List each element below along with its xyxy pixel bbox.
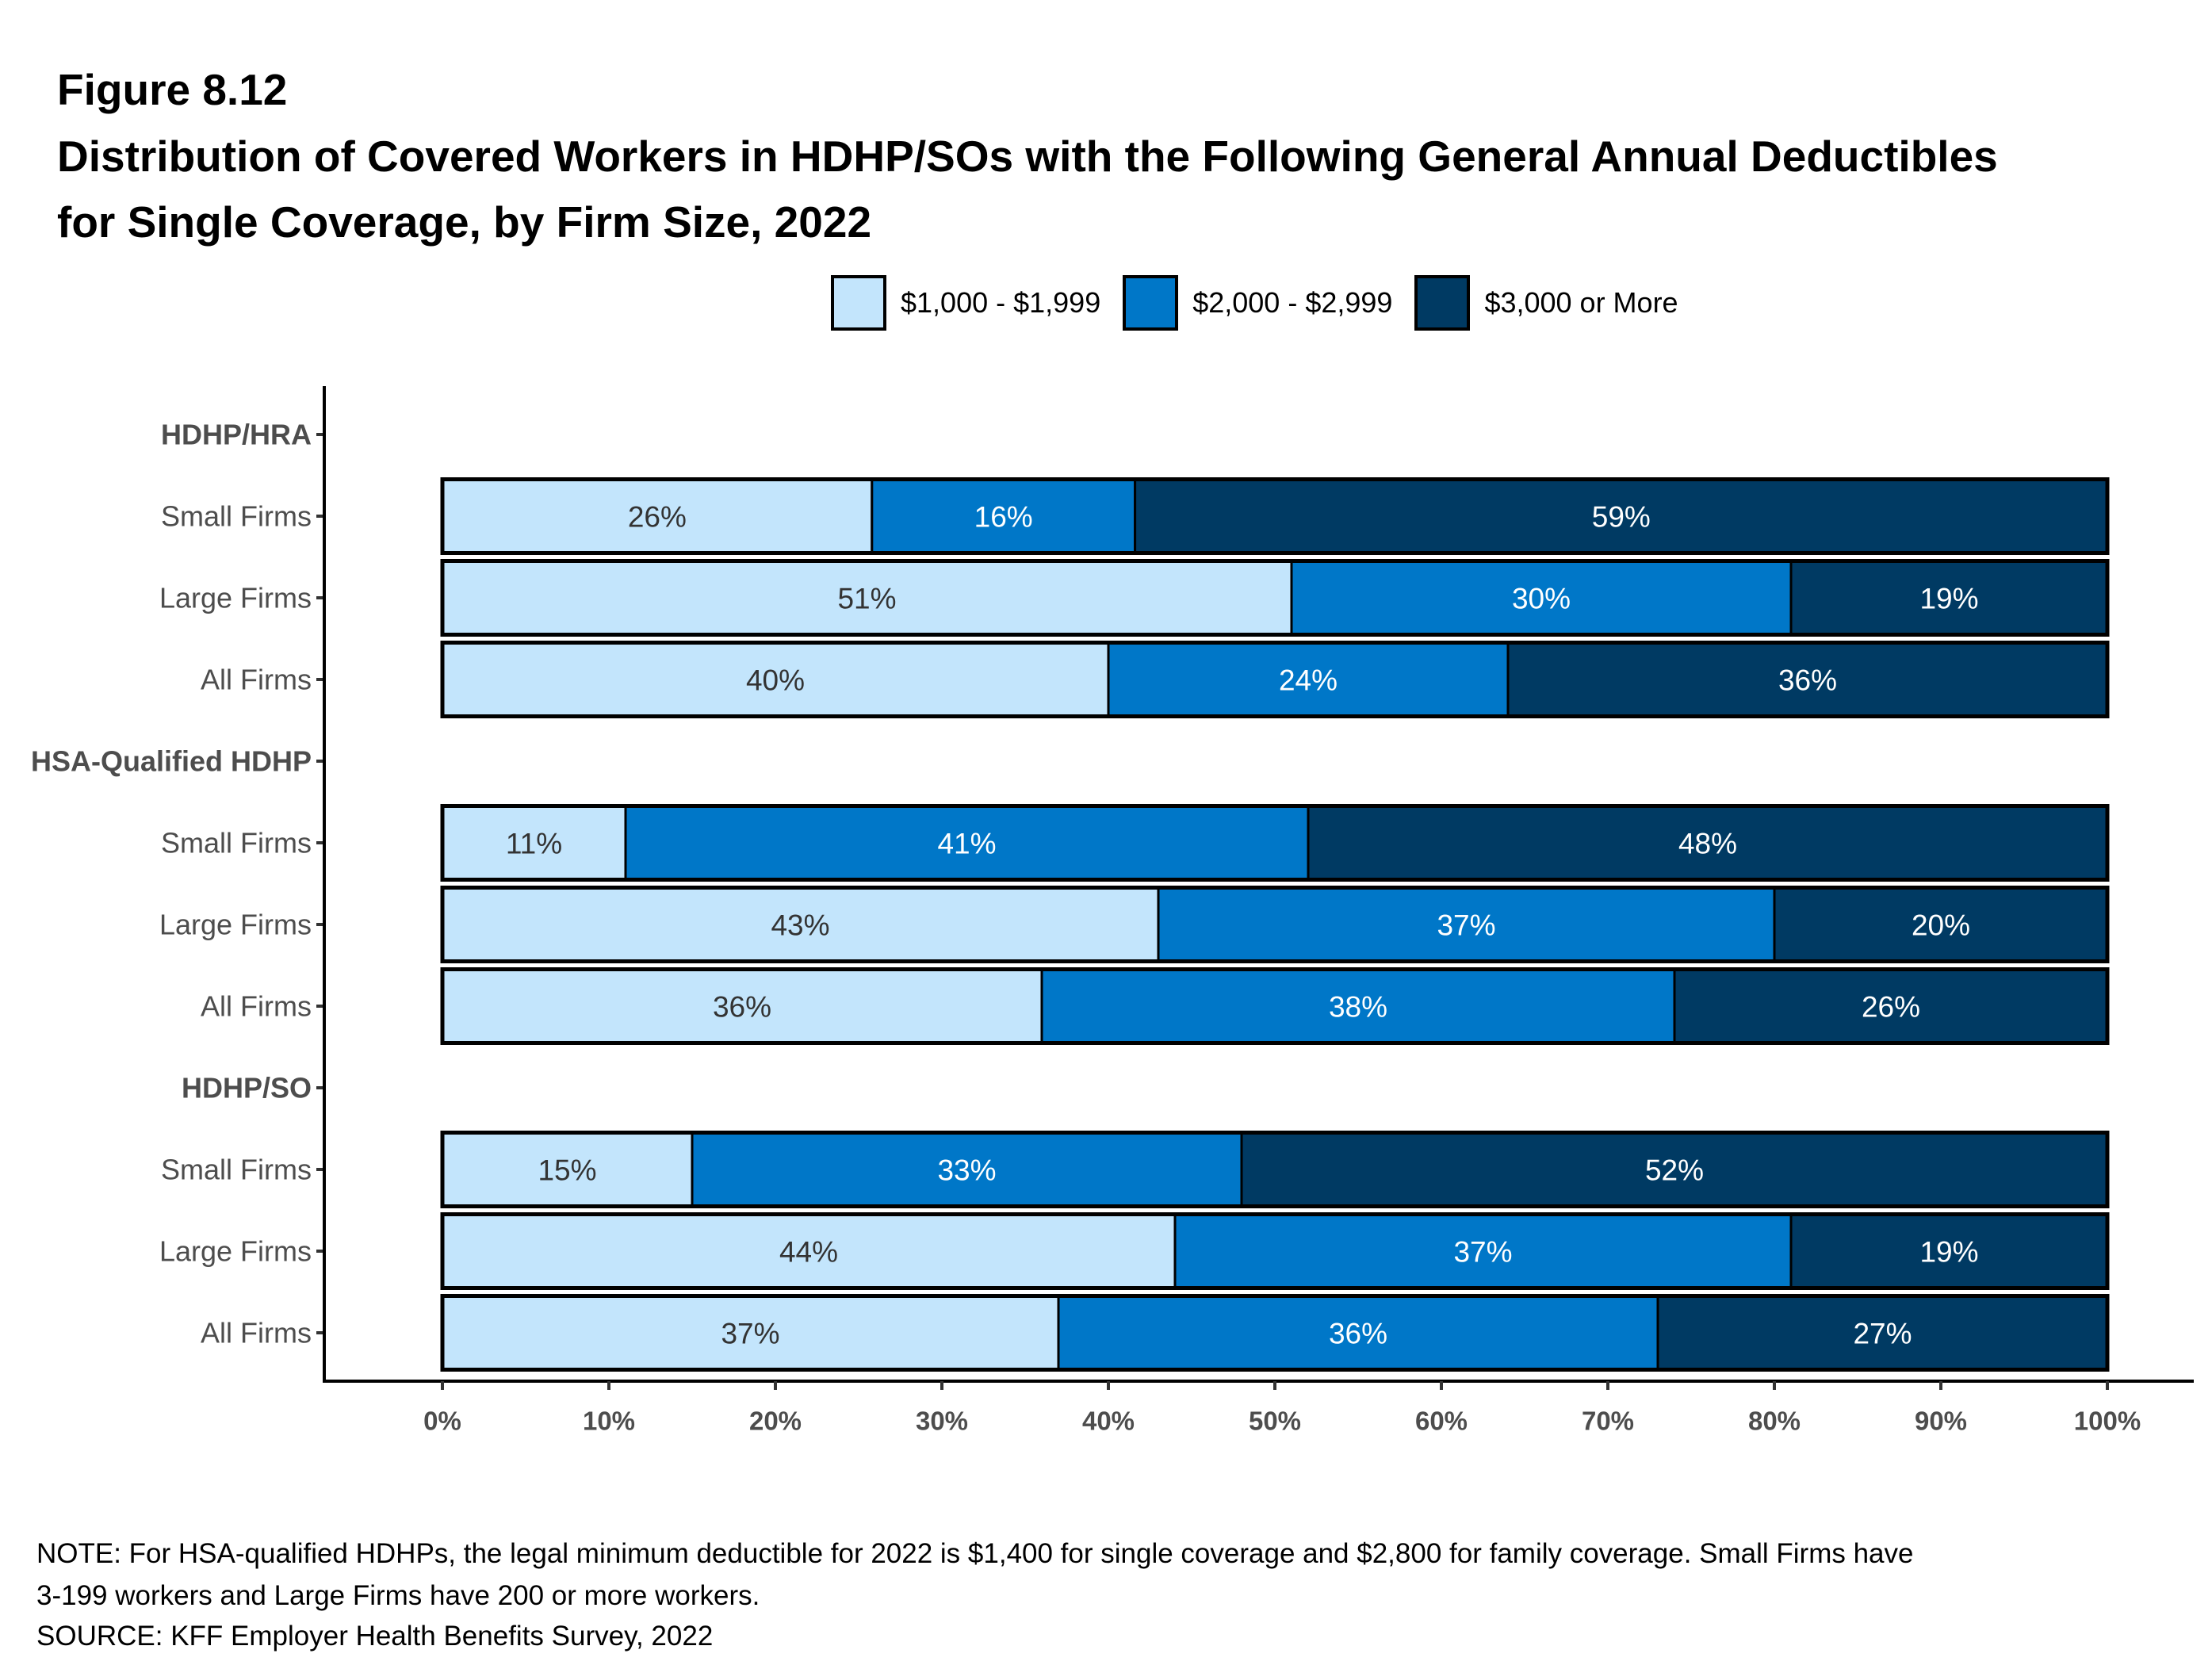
data-label: 59% [1592,501,1651,534]
data-label: 48% [1678,828,1737,860]
data-label: 36% [1329,1318,1387,1350]
legend-label: $1,000 - $1,999 [901,286,1101,319]
data-label: 37% [1437,909,1495,942]
data-label: 15% [538,1154,596,1187]
bar-outline [440,1131,2110,1208]
bar-outline [440,1212,2110,1290]
chart-title-line-2: for Single Coverage, by Firm Size, 2022 [57,197,872,247]
data-label: 36% [713,991,771,1024]
data-label: 19% [1919,583,1978,615]
data-label: 11% [506,828,562,860]
legend-label: $2,000 - $2,999 [1192,286,1393,319]
y-category-label: Large Firms [159,582,312,614]
legend-swatch [1414,275,1471,331]
x-tick-label: 80% [1748,1407,1801,1436]
bar-segment [441,968,1043,1044]
bar-segment [1240,1131,2109,1208]
data-label: 36% [1778,664,1837,697]
data-label: 20% [1912,909,1970,942]
data-label: 52% [1645,1154,1704,1187]
bar-segment [1789,560,2109,636]
y-group-label: HDHP/SO [182,1072,312,1104]
x-tick-label: 60% [1415,1407,1468,1436]
source-line: SOURCE: KFF Employer Health Benefits Sur… [36,1621,714,1652]
data-label: 16% [974,501,1033,534]
x-tick-label: 90% [1915,1407,1967,1436]
y-category-label: Small Firms [161,500,312,533]
y-category-label: Large Firms [159,909,312,941]
x-tick-label: 100% [2074,1407,2141,1436]
bar-outline [440,886,2110,963]
note-line: 3-199 workers and Large Firms have 200 o… [36,1580,760,1611]
data-label: 37% [1453,1236,1512,1269]
data-label: 44% [779,1236,838,1269]
bar-segment [1173,1213,1793,1289]
y-category-label: All Firms [201,1317,312,1349]
data-label: 27% [1853,1318,1912,1350]
y-category-label: All Firms [201,664,312,696]
bar-segment [1656,1295,2109,1371]
bar-outline [440,1294,2110,1372]
legend-item-2000-2999: $2,000 - $2,999 [1123,275,1392,331]
figure-number: Figure 8.12 [57,65,288,114]
data-label: 26% [628,501,687,534]
data-label: 51% [837,583,896,615]
data-label: 19% [1919,1236,1978,1269]
data-label: 26% [1862,991,1920,1024]
data-label: 37% [721,1318,779,1350]
bar-segment [1307,805,2109,881]
y-group-label: HSA-Qualified HDHP [31,745,312,778]
note-line: NOTE: For HSA-qualified HDHPs, the legal… [36,1538,1914,1569]
y-category-label: Large Firms [159,1235,312,1268]
bar-segment [441,886,1160,963]
bar-outline [440,967,2110,1045]
data-label: 33% [937,1154,996,1187]
legend-item-1000-1999: $1,000 - $1,999 [831,275,1100,331]
bar-segment [441,641,1110,718]
bar-segment [1107,641,1510,718]
y-group-label: HDHP/HRA [161,419,312,451]
data-label: 43% [771,909,829,942]
legend-swatch [1123,275,1179,331]
data-label: 40% [746,664,805,697]
bar-segment [1506,641,2109,718]
bar-outline [440,804,2110,882]
bar-outline [440,477,2110,555]
stacked-bar-chart: HDHP/HRA Small Firms 26% 16% 59% Large Firms 5… [31,386,2194,1436]
bar-outline [440,559,2110,637]
x-tick-label: 40% [1082,1407,1135,1436]
legend-item-3000-or-more: $3,000 or More [1414,275,1678,331]
legend-swatch [831,275,886,331]
legend: $1,000 - $1,999 $2,000 - $2,999 $3,000 o… [831,275,1701,331]
x-tick-label: 50% [1249,1407,1301,1436]
x-tick-label: 0% [423,1407,461,1436]
bar-outline [440,641,2110,718]
x-tick-label: 30% [916,1407,968,1436]
data-label: 41% [937,828,996,860]
bar-segment [1057,1295,1659,1371]
bar-segment [1789,1213,2109,1289]
y-category-label: All Firms [201,990,312,1023]
bar-segment [691,1131,1243,1208]
x-tick-label: 10% [583,1407,635,1436]
bar-segment [441,1131,694,1208]
y-category-label: Small Firms [161,827,312,859]
x-tick-label: 70% [1582,1407,1634,1436]
data-label: 30% [1512,583,1571,615]
y-category-label: Small Firms [161,1154,312,1186]
data-label: 24% [1279,664,1338,697]
data-label: 38% [1329,991,1387,1024]
chart-title-line-1: Distribution of Covered Workers in HDHP/… [57,132,1998,181]
bar-segment [624,805,1310,881]
x-tick-label: 20% [749,1407,802,1436]
legend-label: $3,000 or More [1484,286,1678,319]
